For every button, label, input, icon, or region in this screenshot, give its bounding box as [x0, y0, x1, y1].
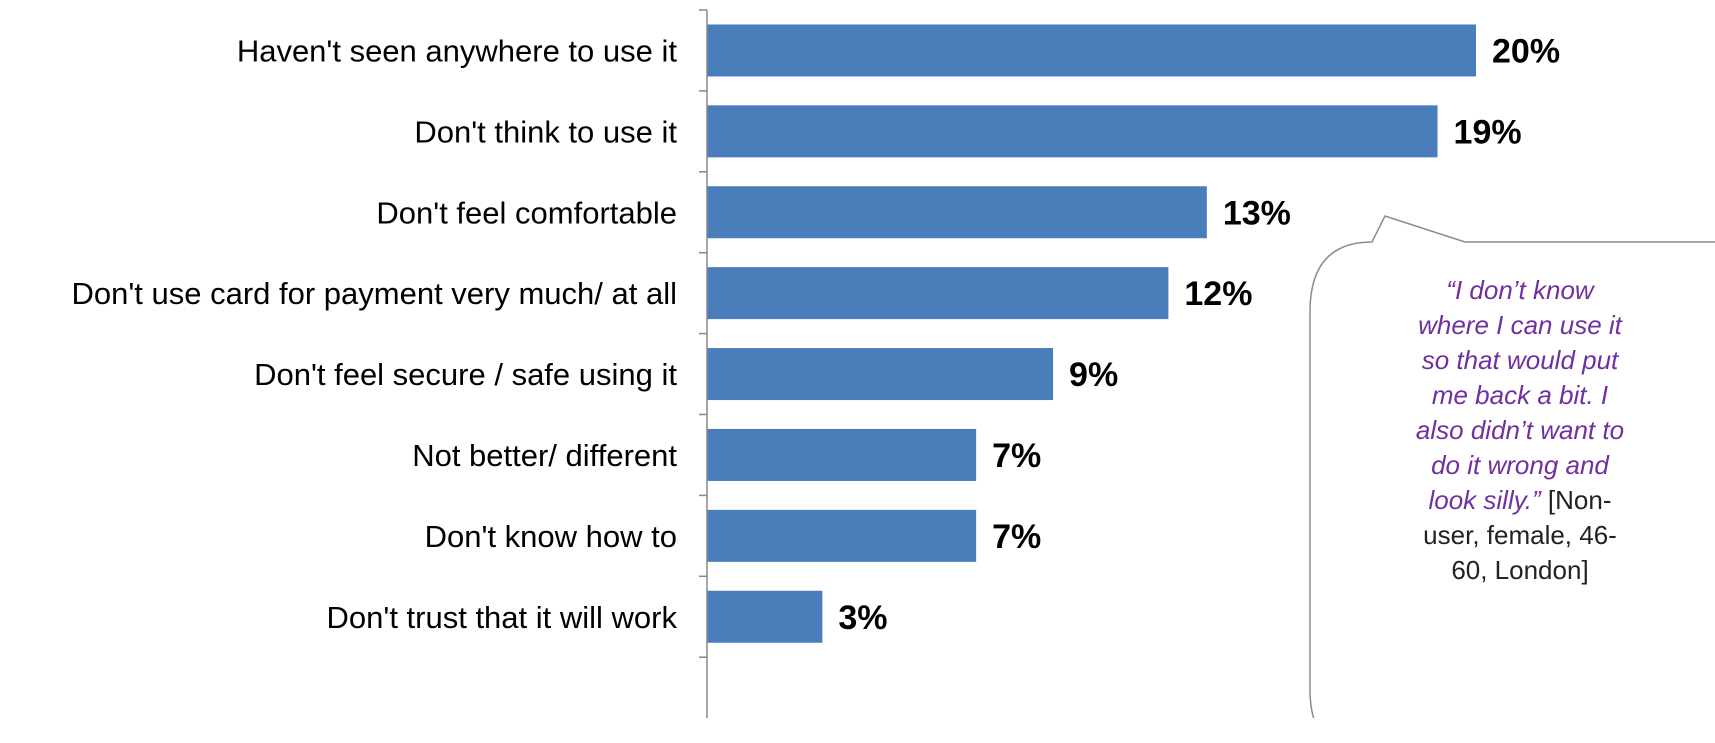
- quote-line: me back a bit. I: [1431, 380, 1609, 410]
- value-label: 13%: [1223, 194, 1291, 232]
- category-label: Don't feel secure / safe using it: [254, 357, 677, 392]
- bar-chart: Haven't seen anywhere to use it Don't thi…: [71, 9, 1715, 718]
- value-label: 7%: [992, 518, 1041, 556]
- bar: [707, 186, 1207, 239]
- quote-text: “I don’t know where I can use it so that…: [1310, 273, 1715, 588]
- quote-line: do it wrong and: [1431, 450, 1609, 480]
- bar: [707, 348, 1054, 401]
- value-label: 20%: [1492, 32, 1560, 70]
- category-label: Not better/ different: [412, 438, 677, 473]
- attribution-line: 60, London]: [1451, 555, 1589, 585]
- value-labels: 20% 19% 13% 12% 9% 7% 7% 3%: [838, 32, 1560, 636]
- attribution-line: user, female, 46-: [1423, 520, 1617, 550]
- quote-line: look silly.”: [1428, 485, 1541, 515]
- quote-line: “I don’t know: [1446, 275, 1594, 305]
- category-label: Don't feel comfortable: [376, 195, 677, 230]
- y-axis: [699, 9, 708, 718]
- quote-callout: “I don’t know where I can use it so that…: [1310, 243, 1715, 743]
- bar: [707, 590, 823, 643]
- category-label: Haven't seen anywhere to use it: [237, 33, 678, 68]
- value-label: 12%: [1184, 275, 1252, 313]
- bar: [707, 24, 1476, 77]
- value-label: 3%: [838, 599, 887, 637]
- bar: [707, 267, 1169, 320]
- bars-group: [707, 24, 1476, 643]
- category-label: Don't trust that it will work: [327, 600, 678, 635]
- value-label: 7%: [992, 437, 1041, 475]
- speech-bubble: [1309, 215, 1715, 718]
- bar: [707, 105, 1438, 158]
- quote-line: so that would put: [1421, 345, 1619, 375]
- attribution: [Non-: [1547, 485, 1612, 515]
- bar: [707, 428, 977, 481]
- category-label: Don't think to use it: [414, 114, 677, 149]
- category-labels: Haven't seen anywhere to use it Don't thi…: [71, 33, 677, 634]
- value-label: 19%: [1454, 113, 1522, 151]
- category-label: Don't know how to: [425, 519, 677, 554]
- quote-last-line: look silly.” [Non-: [1310, 483, 1715, 518]
- value-label: 9%: [1069, 356, 1118, 394]
- bar: [707, 509, 977, 562]
- quote-line: also didn’t want to: [1415, 415, 1625, 445]
- category-label: Don't use card for payment very much/ at…: [71, 276, 677, 311]
- quote-line: where I can use it: [1418, 310, 1622, 340]
